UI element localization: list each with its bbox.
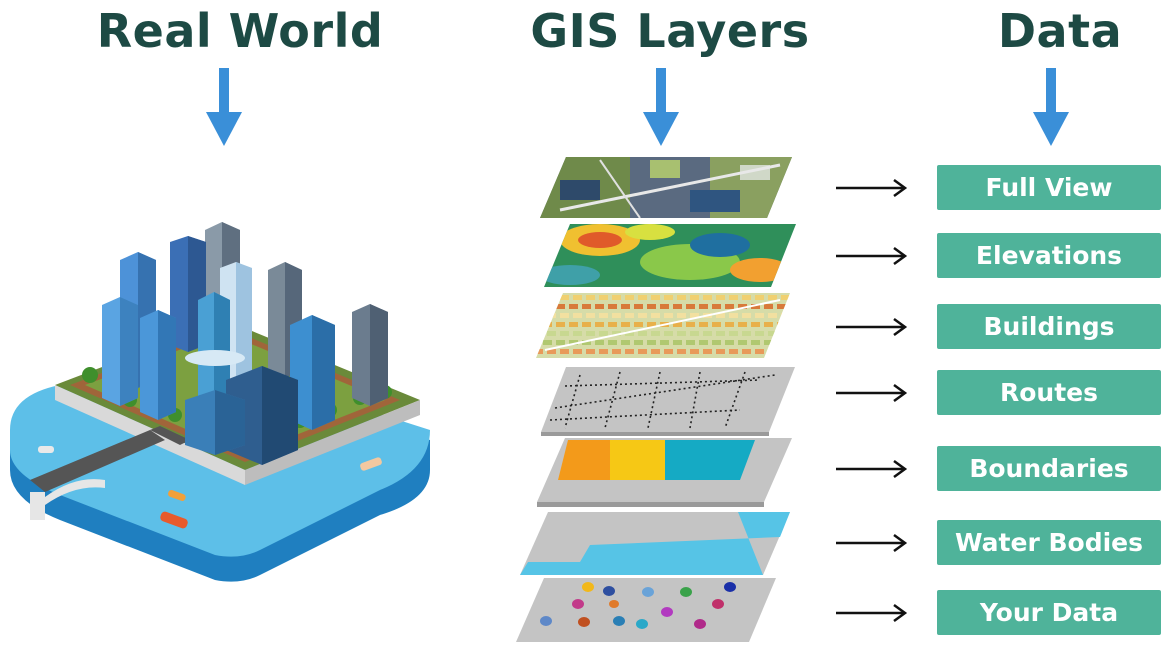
right-arrow-icon: [836, 178, 908, 198]
layer-boundaries: [537, 438, 792, 507]
right-arrow-icon: [836, 383, 908, 403]
right-arrow-icon: [836, 603, 908, 623]
down-arrow-icon: [206, 68, 242, 146]
data-label-boundaries: Boundaries: [937, 446, 1161, 491]
layer-your-data: [516, 578, 776, 642]
data-label-water-bodies: Water Bodies: [937, 520, 1161, 565]
title-gis-layers: GIS Layers: [530, 4, 810, 58]
data-label-routes: Routes: [937, 370, 1161, 415]
data-label-buildings: Buildings: [937, 304, 1161, 349]
layer-routes: [541, 367, 795, 436]
layer-water-bodies: [520, 512, 790, 575]
right-arrow-icon: [836, 459, 908, 479]
data-label-elevations: Elevations: [937, 233, 1161, 278]
city-illustration: [10, 222, 430, 582]
layer-elevations: [544, 224, 796, 287]
right-arrow-icon: [836, 533, 908, 553]
data-label-your-data: Your Data: [937, 590, 1161, 635]
title-data: Data: [997, 4, 1123, 58]
right-arrow-icon: [836, 317, 908, 337]
down-arrow-icon: [1033, 68, 1069, 146]
layer-full-view: [540, 157, 792, 218]
title-real-world: Real World: [96, 4, 384, 58]
right-arrow-icon: [836, 246, 908, 266]
data-label-full-view: Full View: [937, 165, 1161, 210]
layer-buildings: [536, 293, 790, 358]
down-arrow-icon: [643, 68, 679, 146]
